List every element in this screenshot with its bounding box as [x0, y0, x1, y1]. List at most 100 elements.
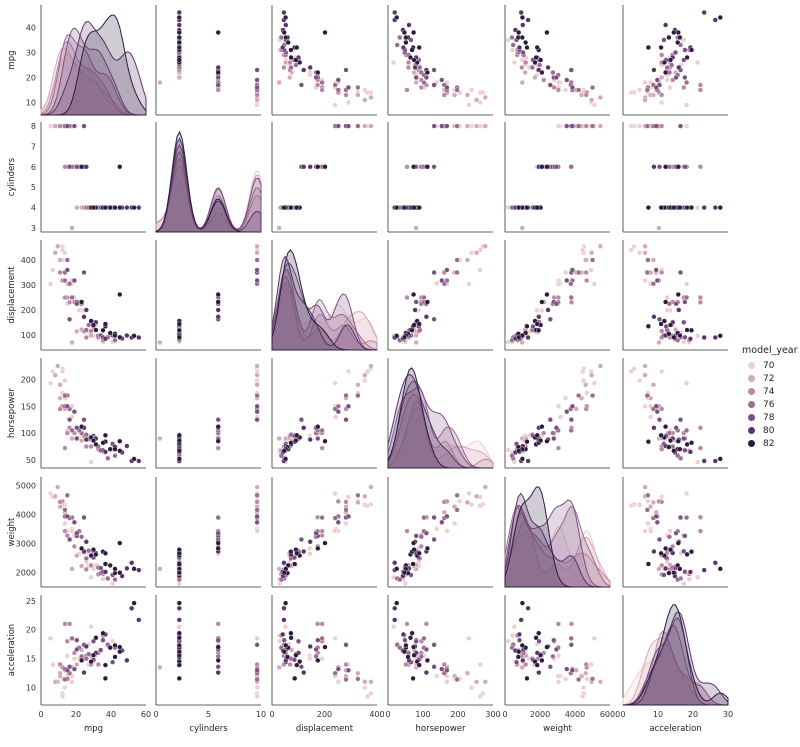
scatter-point: [333, 414, 339, 420]
scatter-point: [254, 84, 260, 91]
scatter-point: [405, 64, 412, 71]
scatter-point: [675, 438, 681, 444]
scatter-point: [683, 490, 690, 497]
scatter-point: [431, 82, 437, 88]
scatter-point: [536, 630, 542, 636]
scatter-point: [78, 563, 85, 569]
scatter-point: [294, 550, 300, 556]
scatter-point: [717, 333, 723, 339]
scatter-point: [431, 123, 437, 129]
scatter-point: [477, 693, 483, 699]
scatter-point: [288, 47, 294, 53]
scatter-point: [588, 267, 594, 273]
scatter-point: [662, 164, 669, 170]
scatter-point: [423, 621, 430, 627]
scatter-point: [88, 658, 94, 665]
legend-entry: 82: [746, 437, 800, 450]
scatter-point: [675, 453, 681, 459]
scatter-point: [537, 57, 544, 63]
scatter-point: [215, 540, 221, 546]
scatter-point: [642, 277, 648, 284]
scatter-point: [112, 566, 118, 572]
scatter-point: [62, 528, 68, 534]
scatter-point: [343, 507, 349, 513]
scatter-point: [663, 323, 669, 330]
scatter-point: [215, 299, 221, 305]
scatter-point: [404, 621, 410, 627]
scatter-point: [544, 644, 550, 650]
scatter-point: [661, 572, 667, 578]
scatter-point: [673, 74, 679, 81]
scatter-point: [530, 323, 536, 330]
scatter-point: [315, 435, 321, 442]
y-tick-label: 50: [26, 456, 36, 465]
scatter-point: [215, 64, 221, 71]
scatter-point: [345, 123, 352, 129]
scatter-point: [541, 430, 547, 436]
y-tick-label: 5: [31, 183, 36, 192]
scatter-point: [568, 281, 574, 287]
scatter-point: [697, 445, 704, 451]
scatter-point: [661, 59, 668, 66]
scatter-point: [694, 459, 701, 465]
scatter-point: [413, 79, 419, 86]
scatter-point: [636, 123, 643, 129]
scatter-point: [650, 382, 657, 388]
scatter-point: [474, 250, 480, 256]
scatter-point: [109, 581, 116, 587]
scatter-point: [423, 74, 430, 81]
scatter-point: [651, 548, 657, 555]
y-tick-label: 7: [31, 142, 36, 151]
scatter-point: [62, 294, 68, 301]
scatter-point: [345, 84, 352, 91]
scatter-point: [666, 444, 672, 450]
scatter-point: [86, 548, 92, 554]
scatter-point: [394, 42, 400, 48]
scatter-point: [551, 637, 557, 643]
scatter-point: [254, 409, 260, 415]
scatter-point: [291, 657, 298, 663]
y-axis-label: horsepower: [7, 387, 17, 438]
scatter-point: [362, 679, 368, 685]
scatter-point: [421, 514, 427, 521]
scatter-point: [452, 92, 458, 98]
scatter-point: [555, 403, 562, 409]
x-axis-label: horsepower: [415, 724, 466, 734]
scatter-point: [536, 314, 542, 320]
scatter-point: [539, 164, 545, 170]
legend-entry: 70: [746, 359, 800, 372]
scatter-point: [644, 507, 650, 513]
scatter-point: [681, 84, 687, 91]
scatter-point: [694, 333, 701, 339]
scatter-point: [81, 669, 87, 676]
scatter-point: [355, 499, 361, 506]
scatter-point: [675, 164, 681, 170]
scatter-point: [580, 368, 586, 375]
scatter-point: [659, 52, 665, 58]
scatter-point: [315, 82, 321, 88]
scatter-point: [644, 269, 650, 276]
scatter-point: [71, 277, 78, 284]
scatter-point: [64, 513, 70, 520]
scatter-point: [688, 205, 695, 211]
scatter-point: [656, 164, 663, 170]
scatter-point: [404, 294, 410, 301]
scatter-point: [55, 484, 61, 490]
scatter-point: [254, 684, 260, 691]
scatter-point: [62, 277, 68, 284]
scatter-point: [580, 377, 587, 384]
scatter-point: [57, 504, 63, 510]
scatter-point: [519, 64, 525, 71]
scatter-point: [176, 570, 182, 576]
scatter-point: [675, 39, 681, 46]
scatter-point: [288, 635, 294, 641]
x-tick-label: 6000: [600, 710, 620, 719]
scatter-point: [78, 657, 85, 664]
scatter-point: [677, 34, 683, 41]
scatter-point: [651, 164, 657, 170]
scatter-point: [431, 269, 437, 276]
scatter-point: [176, 438, 182, 444]
scatter-point: [131, 456, 137, 462]
scatter-point: [215, 29, 221, 36]
